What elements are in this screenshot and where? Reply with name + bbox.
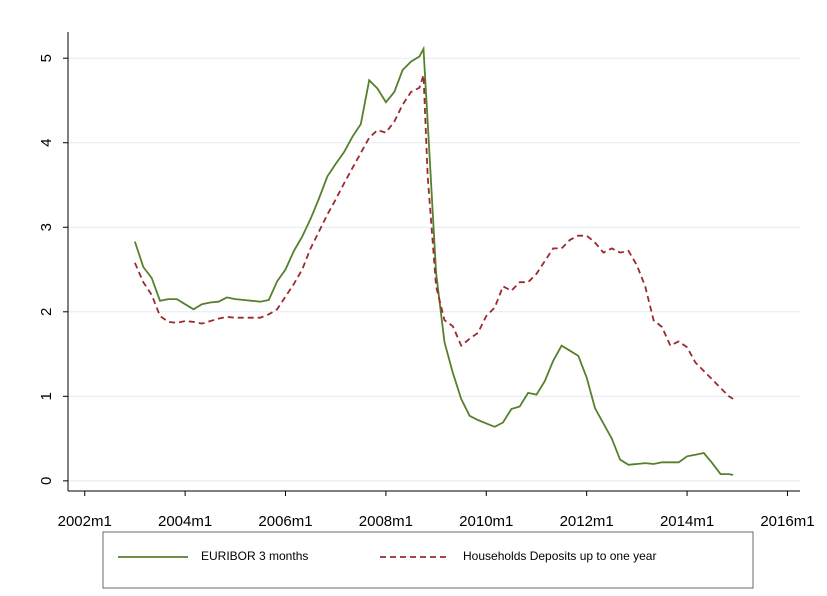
x-tick-label: 2010m1 <box>459 513 513 530</box>
y-tick-label: 0 <box>38 477 55 485</box>
y-tick-label: 3 <box>38 223 55 231</box>
x-tick-label: 2006m1 <box>258 513 312 530</box>
x-tick-label: 2014m1 <box>660 513 714 530</box>
x-tick-label: 2016m1 <box>760 513 814 530</box>
y-tick-label: 5 <box>38 54 55 62</box>
legend-box <box>102 531 754 589</box>
series-line <box>134 74 734 400</box>
x-tick-label: 2002m1 <box>58 513 112 530</box>
legend-label: EURIBOR 3 months <box>201 549 308 563</box>
x-tick-label: 2008m1 <box>359 513 413 530</box>
series-line <box>134 45 734 476</box>
y-tick-label: 1 <box>38 392 55 400</box>
y-tick-label: 4 <box>38 139 55 147</box>
y-tick-label: 2 <box>38 308 55 316</box>
x-tick-label: 2004m1 <box>158 513 212 530</box>
legend-label: Households Deposits up to one year <box>463 549 656 563</box>
x-tick-label: 2012m1 <box>560 513 614 530</box>
